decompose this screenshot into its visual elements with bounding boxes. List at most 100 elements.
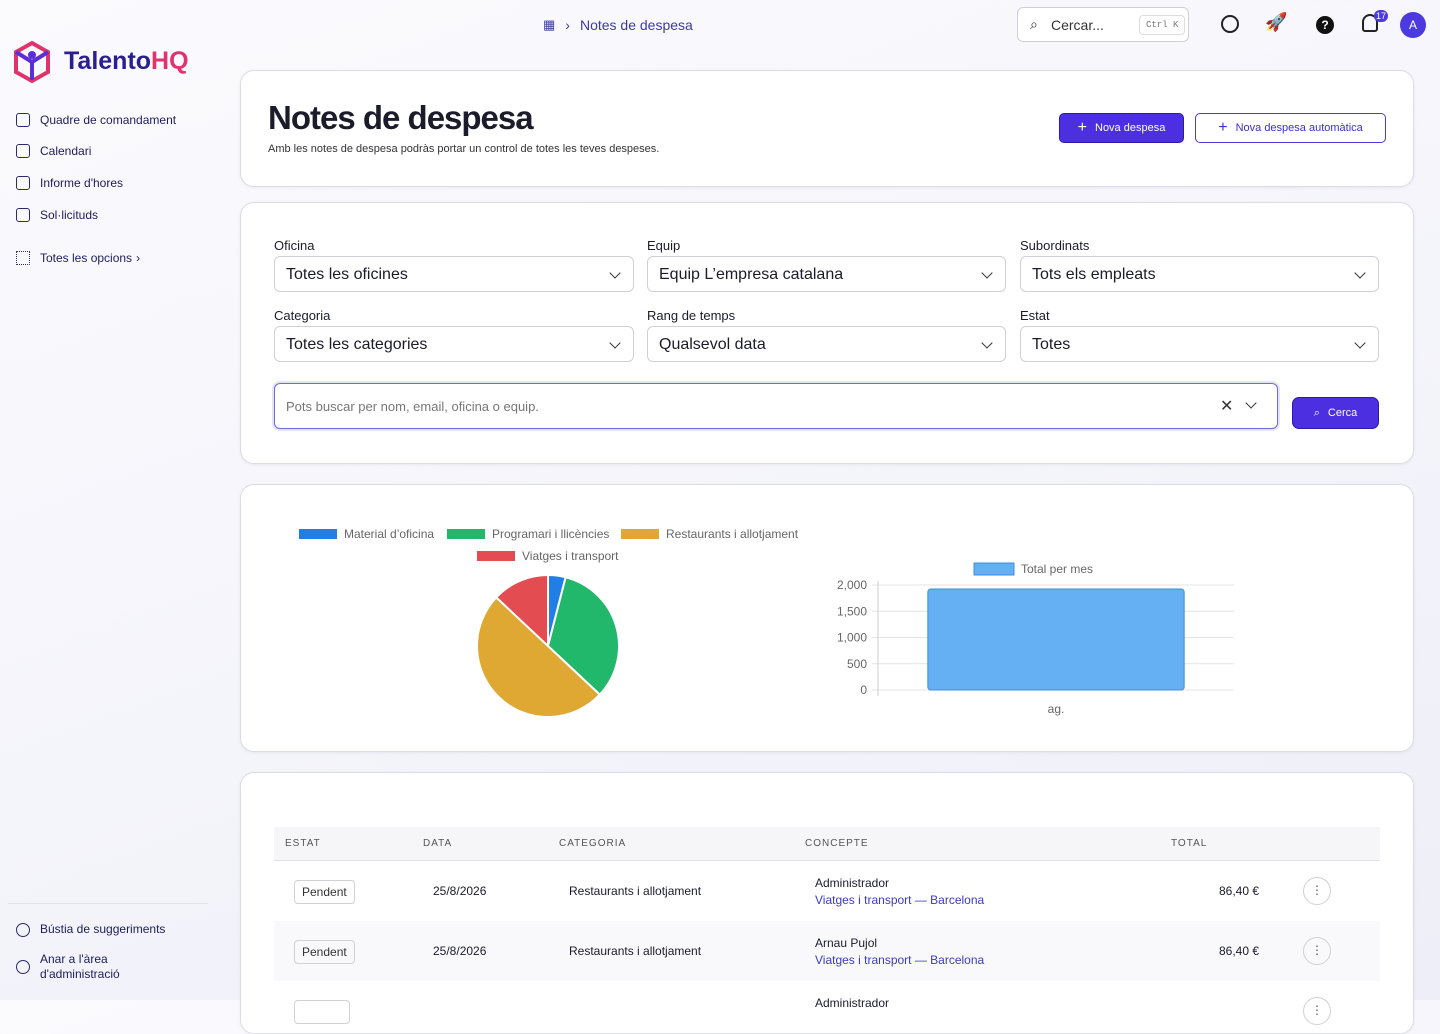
select-value: Totes les categories bbox=[286, 336, 428, 353]
brand-accent: HQ bbox=[151, 47, 189, 75]
global-search[interactable]: ⌕ Cercar... Ctrl K bbox=[1017, 7, 1189, 42]
nav-label: Quadre de comandament bbox=[40, 113, 177, 127]
total: 86,40 € bbox=[1219, 884, 1260, 898]
shortcut: Ctrl K bbox=[1139, 15, 1186, 35]
page-subtitle: Amb les notes de despesa podràs portar u… bbox=[268, 143, 660, 155]
total: 86,40 € bbox=[1219, 944, 1260, 958]
help-icon[interactable]: ? bbox=[1316, 16, 1334, 34]
avatar[interactable]: A bbox=[1400, 12, 1426, 38]
legend-swatch bbox=[621, 529, 659, 539]
nav-item[interactable]: Anar a l'àrea d'administració bbox=[16, 952, 130, 982]
table-header bbox=[274, 827, 1380, 861]
legend-label: Material d’oficina bbox=[344, 527, 434, 541]
nav-item[interactable]: Quadre de comandament bbox=[16, 113, 176, 127]
filter-select[interactable]: Totes bbox=[1020, 326, 1379, 362]
breadcrumb-current: Notes de despesa bbox=[579, 17, 693, 33]
filter-select[interactable]: Equip L’empresa catalana bbox=[647, 256, 1006, 292]
column-header: DATA bbox=[423, 838, 453, 849]
legend-label: Viatges i transport bbox=[522, 549, 619, 563]
nav-item[interactable]: Informe d'hores bbox=[16, 176, 123, 190]
filter-label: Rang de temps bbox=[647, 308, 736, 323]
settings-icon[interactable] bbox=[1221, 15, 1239, 33]
nav-icon bbox=[16, 251, 30, 265]
notification-count: 17 bbox=[1374, 10, 1388, 22]
y-tick-label: 1,500 bbox=[837, 604, 867, 618]
nav-label: Sol·licituds bbox=[40, 208, 99, 222]
auto-expense-button[interactable]: + Nova despesa automàtica bbox=[1195, 113, 1386, 143]
select-value: Totes les oficines bbox=[286, 266, 408, 283]
concept-name: Administrador bbox=[815, 996, 890, 1010]
concept-detail: Viatges i transport — Barcelona bbox=[815, 893, 985, 907]
rocket-icon[interactable]: 🚀 bbox=[1265, 12, 1288, 32]
clear-icon[interactable]: ✕ bbox=[1220, 398, 1234, 415]
nav-label: Anar a l'àrea d'administració bbox=[40, 952, 120, 981]
brand-name: Talento bbox=[64, 47, 152, 75]
column-header: ESTAT bbox=[285, 838, 321, 849]
select-value: Tots els empleats bbox=[1032, 266, 1156, 283]
nav-icon bbox=[16, 144, 30, 158]
new-expense-button[interactable]: + Nova despesa bbox=[1059, 113, 1184, 143]
column-header: TOTAL bbox=[1171, 838, 1208, 849]
nav-icon bbox=[16, 208, 30, 222]
nav-label: Calendari bbox=[40, 144, 92, 158]
column-header: CONCEPTE bbox=[805, 838, 869, 849]
y-tick-label: 500 bbox=[847, 657, 867, 671]
button-label: Nova despesa bbox=[1095, 122, 1166, 134]
apps-icon[interactable]: ▦ bbox=[543, 17, 556, 32]
pie-slice bbox=[494, 573, 549, 649]
legend-swatch bbox=[447, 529, 485, 539]
nav-item[interactable]: Sol·licituds bbox=[16, 208, 98, 222]
search-icon: ⌕ bbox=[1030, 16, 1038, 32]
select-value: Equip L’empresa catalana bbox=[659, 266, 844, 283]
nav-item[interactable]: Bústia de suggeriments bbox=[16, 922, 165, 937]
row-actions[interactable]: ⋮ bbox=[1303, 877, 1331, 905]
page-title: Notes de despesa bbox=[268, 99, 534, 136]
nav-label: Totes les opcions bbox=[40, 251, 133, 265]
column-header: CATEGORIA bbox=[559, 838, 627, 849]
search-placeholder: Cercar... bbox=[1051, 17, 1104, 33]
y-tick-label: 0 bbox=[860, 683, 867, 697]
concept-detail: Viatges i transport — Barcelona bbox=[815, 953, 985, 967]
nav-icon bbox=[16, 176, 30, 190]
charts-card: Material d’oficina Programari i llicèncie… bbox=[240, 484, 1414, 752]
filter-select[interactable]: Totes les categories bbox=[274, 326, 634, 362]
filter-label: Equip bbox=[647, 238, 681, 253]
status-badge: Pendent bbox=[294, 880, 355, 904]
filters-card: Oficina Totes les oficines Equip Equip L’em… bbox=[240, 202, 1414, 464]
row-actions[interactable]: ⋮ bbox=[1303, 997, 1331, 1025]
filter-select[interactable]: Totes les oficines bbox=[274, 256, 634, 292]
legend-swatch bbox=[299, 529, 337, 539]
row-stripe bbox=[274, 921, 1380, 981]
legend-label: Programari i llicències bbox=[492, 527, 609, 541]
filter-select[interactable]: Tots els empleats bbox=[1020, 256, 1379, 292]
nav-label: Informe d'hores bbox=[40, 176, 123, 190]
y-tick-label: 1,000 bbox=[837, 631, 867, 645]
status-badge: Pendent bbox=[294, 940, 355, 964]
nav-item[interactable]: Totes les opcions › bbox=[16, 251, 140, 265]
logo[interactable] bbox=[12, 40, 52, 89]
pie-slice bbox=[546, 576, 620, 697]
dropdown-icon[interactable] bbox=[1245, 397, 1257, 409]
filter-label: Oficina bbox=[274, 238, 315, 253]
header-card: Notes de despesa Amb les notes de despes… bbox=[240, 70, 1414, 187]
y-tick-label: 2,000 bbox=[837, 578, 867, 592]
concept-name: Administrador bbox=[815, 876, 890, 890]
filter-label: Subordinats bbox=[1020, 238, 1090, 253]
button-label: Nova despesa automàtica bbox=[1235, 122, 1363, 134]
nav-icon bbox=[16, 113, 30, 127]
row-actions[interactable]: ⋮ bbox=[1303, 937, 1331, 965]
select-value: Qualsevol data bbox=[659, 336, 766, 353]
logo-icon bbox=[14, 40, 50, 84]
search-placeholder: Pots buscar per nom, email, oficina o eq… bbox=[286, 399, 539, 414]
search-button[interactable]: ⌕ Cerca bbox=[1292, 397, 1379, 429]
nav-item[interactable]: Calendari bbox=[16, 144, 91, 158]
category: Restaurants i allotjament bbox=[569, 884, 702, 898]
filter-select[interactable]: Qualsevol data bbox=[647, 326, 1006, 362]
nav-icon bbox=[16, 922, 30, 937]
select-value: Totes bbox=[1032, 336, 1071, 353]
search-input[interactable]: Pots buscar per nom, email, oficina o eq… bbox=[274, 383, 1278, 429]
legend-label: Restaurants i allotjament bbox=[666, 527, 799, 541]
notifications-icon[interactable] bbox=[1362, 14, 1378, 32]
status-badge bbox=[294, 1000, 350, 1024]
